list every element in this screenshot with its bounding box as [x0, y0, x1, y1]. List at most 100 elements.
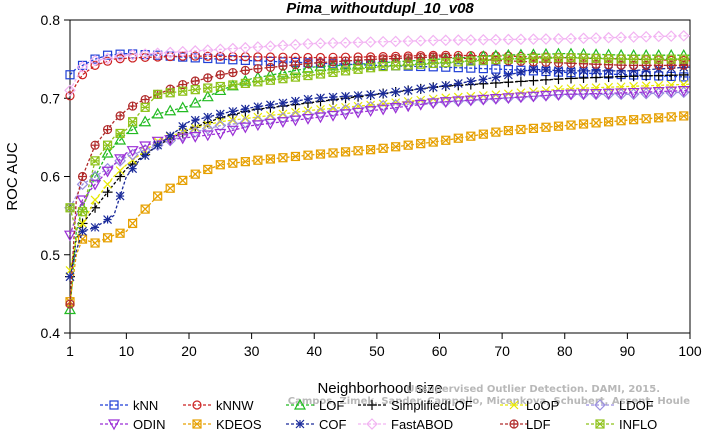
data-point-fastabod	[527, 33, 540, 46]
data-point-fastabod	[602, 31, 615, 44]
data-point-fastabod-part	[452, 34, 465, 46]
data-point-odin	[226, 125, 239, 137]
data-point-fastabod	[627, 31, 640, 43]
data-point-loop-part	[579, 83, 588, 93]
data-point-kdeos-part	[679, 111, 689, 121]
data-point-kdeos-part	[353, 146, 363, 156]
data-point-inflo	[353, 64, 363, 74]
data-point-odin	[289, 115, 302, 127]
data-point-cof	[203, 112, 213, 122]
data-point-knnw	[190, 51, 200, 61]
data-point-kdeos-part	[102, 233, 113, 243]
legend-marker-kdeos-part	[192, 419, 202, 429]
data-point-inflo	[666, 54, 676, 64]
data-point-kdeos-part	[541, 122, 551, 132]
data-point-fastabod-part	[502, 33, 515, 46]
x-tick-label: 80	[557, 343, 573, 359]
data-point-kdeos-part	[629, 115, 639, 125]
data-point-loop	[228, 115, 238, 125]
data-point-cof	[391, 87, 401, 97]
data-point-knn-part	[228, 55, 238, 65]
data-point-ldf	[65, 299, 75, 309]
data-point-fastabod-part	[277, 39, 289, 52]
data-point-kdeos-part	[90, 238, 100, 248]
data-point-fastabod-part	[239, 41, 252, 54]
data-point-knn	[65, 70, 75, 80]
x-tick-label: 100	[678, 343, 702, 359]
data-point-kdeos-part	[341, 147, 350, 157]
data-point-odin	[489, 94, 502, 105]
data-point-odin	[564, 89, 578, 101]
y-tick-label: 0.7	[41, 90, 61, 106]
data-point-kdeos-part	[641, 114, 651, 124]
data-point-ldof	[352, 102, 364, 115]
data-point-kdeos-part	[203, 165, 213, 174]
data-point-odin	[590, 88, 603, 100]
data-point-ldof-part	[252, 115, 264, 127]
data-point-kdeos-part	[666, 112, 676, 122]
x-tick-label: 1	[66, 343, 74, 359]
data-point-cof-part	[78, 226, 87, 236]
legend-item-cof: COF	[286, 417, 347, 432]
data-point-kdeos-part	[290, 151, 301, 162]
data-point-odin-part	[564, 89, 578, 101]
data-point-knnw-part	[153, 52, 163, 62]
data-point-inflo	[265, 75, 276, 85]
data-point-odin-part	[552, 90, 565, 101]
data-point-lof-part	[151, 107, 164, 119]
data-point-cof	[503, 70, 513, 80]
data-point-odin-part	[114, 154, 127, 166]
data-point-ldof-part	[264, 113, 277, 126]
data-point-kdeos-part	[428, 137, 438, 147]
legend-marker-loop-part	[509, 400, 519, 410]
data-point-odin-part	[89, 179, 102, 191]
data-point-odin	[402, 101, 415, 113]
data-point-fastabod-part	[89, 54, 101, 67]
data-point-fastabod	[615, 31, 627, 44]
data-point-cof	[178, 121, 188, 131]
legend-marker-knn-part	[109, 400, 119, 410]
data-point-cof-part	[215, 109, 225, 119]
data-point-cof	[165, 131, 175, 141]
data-point-odin-part	[464, 95, 477, 107]
data-point-ldof	[289, 110, 302, 123]
data-point-ldf	[115, 111, 125, 121]
data-point-fastabod	[76, 61, 89, 73]
data-point-ldof	[114, 155, 126, 167]
data-point-inflo	[528, 53, 539, 63]
data-point-inflo	[290, 72, 301, 82]
data-point-kdeos-part	[503, 125, 513, 136]
data-point-lof-part	[276, 66, 289, 78]
data-point-cof	[65, 272, 75, 282]
data-point-odin-part	[377, 104, 390, 116]
data-point-cof	[341, 91, 350, 101]
data-point-inflo	[128, 117, 138, 127]
data-point-kdeos-part	[328, 148, 338, 158]
data-point-cof-part	[303, 94, 313, 104]
data-point-cof-part	[591, 66, 601, 76]
x-tick-label: 70	[494, 343, 510, 359]
legend-item-inflo: INFLO	[586, 417, 657, 432]
data-point-inflo	[115, 128, 125, 139]
data-point-cof	[240, 104, 250, 114]
data-point-kdeos-part	[178, 175, 188, 186]
data-point-fastabod-part	[427, 34, 440, 47]
data-point-inflo	[566, 53, 576, 63]
legend-item-lof: LOF	[286, 398, 344, 413]
data-point-ldf	[77, 171, 88, 182]
data-point-loop-part	[316, 105, 325, 114]
data-point-inflo	[328, 67, 338, 78]
data-point-kdeos	[328, 148, 338, 158]
legend-marker-fastabod-part	[366, 418, 378, 430]
data-point-ldf	[340, 56, 351, 66]
data-point-odin	[63, 230, 77, 242]
data-point-odin	[577, 89, 590, 101]
data-point-kdeos-part	[541, 122, 551, 132]
data-point-loop	[403, 96, 413, 106]
data-point-cof-part	[529, 64, 538, 74]
data-point-odin	[477, 94, 490, 106]
data-point-knnw	[253, 52, 263, 62]
data-point-cof	[78, 226, 87, 236]
data-point-kdeos-part	[253, 155, 263, 165]
